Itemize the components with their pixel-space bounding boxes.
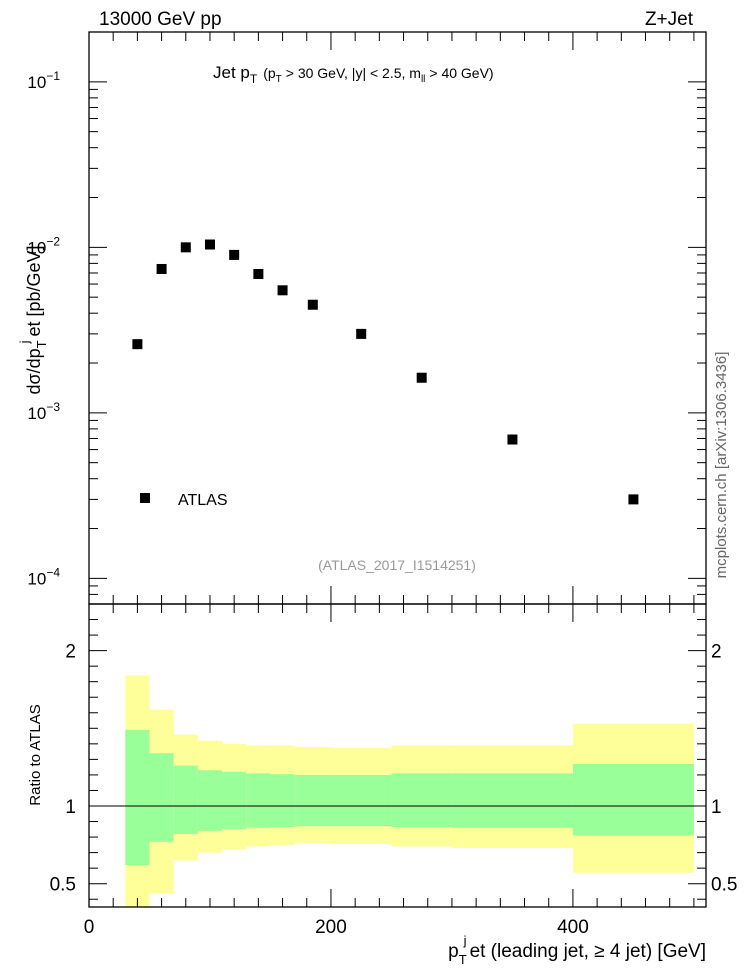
inner-band-bin bbox=[391, 773, 452, 827]
data-point bbox=[356, 328, 367, 339]
mcplots-side-label: mcplots.cern.ch [arXiv:1306.3436] bbox=[713, 352, 730, 579]
main-frame bbox=[88, 31, 707, 605]
ratio-x-axis: 0 200 400 bbox=[84, 604, 695, 938]
inner-band-bin bbox=[125, 729, 150, 866]
data-point bbox=[180, 242, 191, 253]
inner-band-bin bbox=[149, 753, 174, 842]
main-y-tick-label: 10−1 bbox=[27, 69, 60, 92]
main-y-tick-label: 10−4 bbox=[27, 565, 60, 588]
main-y-axis: 10−1 10−2 10−3 10−4 bbox=[27, 31, 706, 605]
ratio-y-tick-label: 0.5 bbox=[50, 875, 76, 896]
ratio-panel: 0.5 0.5 1 1 2 2 0 200 400 Ratio to ATLAS pTjet … bbox=[27, 603, 737, 967]
inner-band-bin bbox=[270, 774, 295, 827]
data-point bbox=[416, 372, 427, 383]
data-point bbox=[507, 434, 518, 445]
inner-band-bin bbox=[197, 770, 223, 831]
inner-band-bin bbox=[246, 773, 271, 828]
inner-band-bin bbox=[222, 771, 247, 830]
ratio-y-tick-label-right: 1 bbox=[711, 797, 722, 818]
ratio-y-axis: 0.5 0.5 1 1 2 2 bbox=[50, 619, 737, 900]
x-tick-label: 400 bbox=[557, 917, 589, 938]
x-tick-label: 200 bbox=[315, 917, 347, 938]
main-x-axis bbox=[88, 32, 695, 604]
main-title: Jet pT (pT > 30 GeV, |y| < 2.5, mll > 40 Ge… bbox=[213, 63, 494, 86]
inner-band-bin bbox=[294, 774, 331, 827]
main-panel: Jet pT (pT > 30 GeV, |y| < 2.5, mll > 40 Ge… bbox=[17, 31, 707, 605]
process-label: Z+Jet bbox=[645, 9, 694, 30]
ratio-frame bbox=[88, 603, 707, 908]
ratio-y-axis-title: Ratio to ATLAS bbox=[27, 704, 44, 805]
data-point bbox=[156, 263, 167, 274]
main-y-tick-label: 10−2 bbox=[27, 234, 60, 257]
data-point bbox=[132, 339, 143, 350]
ratio-y-tick-label: 1 bbox=[65, 797, 76, 818]
inner-band-bin bbox=[330, 774, 392, 827]
energy-label: 13000 GeV pp bbox=[99, 9, 222, 30]
atlas-data-points bbox=[132, 239, 639, 505]
ratio-y-tick-label-right: 0.5 bbox=[711, 875, 737, 896]
main-y-tick-label: 10−3 bbox=[27, 400, 60, 423]
data-point bbox=[229, 249, 240, 260]
inner-band-bin bbox=[451, 773, 573, 828]
y-axis-title: dσ/dpTjet [pb/GeV] bbox=[17, 245, 49, 394]
ratio-y-tick-label: 2 bbox=[65, 642, 76, 663]
data-point bbox=[307, 299, 318, 310]
data-point bbox=[253, 269, 264, 280]
data-point bbox=[628, 494, 639, 505]
analysis-watermark: (ATLAS_2017_I1514251) bbox=[318, 557, 476, 573]
ratio-uncertainty-bands bbox=[125, 675, 694, 907]
inner-band-bin bbox=[173, 765, 198, 834]
x-axis-title: pTjet (leading jet, ≥ 4 jet) [GeV] bbox=[448, 933, 706, 967]
ratio-y-tick-label-right: 2 bbox=[711, 642, 722, 663]
legend-marker bbox=[140, 493, 150, 503]
legend-label-atlas: ATLAS bbox=[178, 492, 228, 509]
data-point bbox=[204, 239, 215, 250]
x-tick-label: 0 bbox=[84, 917, 95, 938]
inner-band-bin bbox=[572, 764, 694, 836]
data-point bbox=[277, 285, 288, 296]
